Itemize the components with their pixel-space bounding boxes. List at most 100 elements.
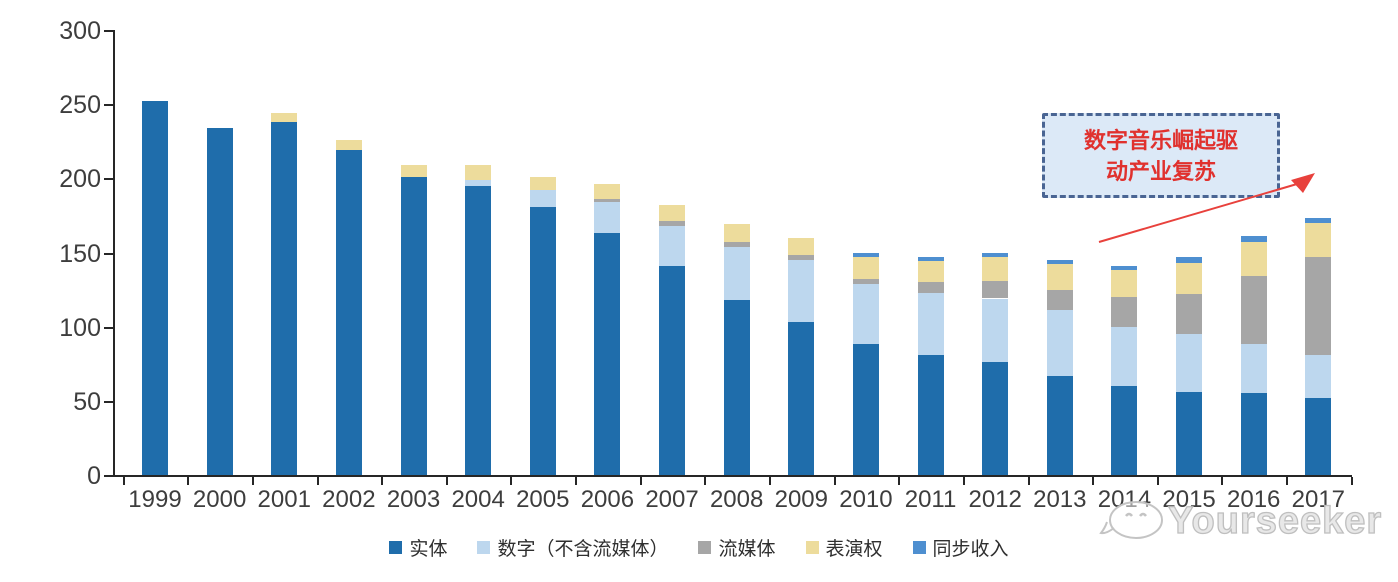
bar-segment	[1046, 259, 1073, 265]
x-axis-tick	[575, 477, 578, 485]
bar-2012	[982, 252, 1009, 475]
x-axis-tick	[962, 477, 965, 485]
y-axis-tick-label: 0	[87, 462, 101, 490]
bar-2016	[1240, 236, 1267, 475]
bar-2015	[1176, 256, 1203, 475]
bar-segment	[1305, 354, 1332, 398]
legend-swatch-icon	[805, 541, 819, 554]
bar-2009	[788, 237, 815, 475]
y-axis-tick-label: 50	[73, 387, 101, 416]
legend-item: 实体	[389, 534, 447, 561]
bar-segment	[1240, 236, 1267, 243]
y-axis-tick-label: 250	[59, 91, 101, 120]
bar-2017	[1305, 218, 1332, 475]
bar-segment	[335, 150, 362, 475]
x-axis-tick	[122, 477, 125, 485]
x-axis-year-label: 2015	[1162, 486, 1216, 513]
bar-2001	[271, 113, 298, 475]
y-axis-tick-label: 300	[59, 17, 101, 45]
legend-label: 表演权	[825, 539, 883, 560]
x-axis-year-label: 2000	[192, 486, 247, 513]
x-axis-year-label: 2006	[580, 486, 635, 513]
bar-segment	[1176, 391, 1203, 475]
bar-segment	[659, 265, 686, 475]
bar-segment	[723, 242, 750, 247]
bar-segment	[1176, 256, 1203, 263]
x-axis-tick	[1221, 477, 1224, 485]
legend-label: 实体	[409, 539, 448, 560]
x-axis-tick	[1027, 477, 1030, 485]
bar-segment	[1111, 270, 1138, 297]
bar-segment	[723, 299, 750, 475]
bar-2005	[529, 176, 556, 475]
x-axis-tick	[1156, 477, 1159, 485]
bar-segment	[465, 179, 492, 186]
legend-item: 表演权	[805, 534, 883, 561]
legend-swatch-icon	[477, 541, 491, 554]
bar-segment	[917, 282, 944, 293]
x-axis-year-label: 2010	[839, 486, 893, 513]
y-axis-tick	[104, 252, 113, 255]
legend-label: 数字（不含流媒体）	[497, 539, 669, 560]
bar-segment	[529, 206, 556, 475]
bar-segment	[982, 280, 1009, 299]
x-axis-line	[112, 475, 1352, 477]
bar-segment	[1046, 310, 1073, 376]
x-axis-year-label: 2011	[904, 486, 957, 513]
x-axis-year-label: 2007	[645, 486, 699, 513]
bar-segment	[1111, 326, 1138, 386]
x-axis-year-label: 2013	[1033, 486, 1087, 513]
x-axis-tick	[704, 477, 707, 485]
bar-2008	[723, 224, 750, 475]
bar-2000	[206, 127, 233, 475]
bar-segment	[400, 176, 427, 475]
y-axis-tick	[104, 178, 113, 181]
bar-2010	[852, 252, 879, 475]
bar-2002	[335, 139, 362, 475]
bar-segment	[206, 127, 233, 475]
bar-segment	[1305, 222, 1332, 257]
x-axis-tick	[1350, 477, 1353, 485]
bar-segment	[917, 256, 944, 262]
annotation-text-line2: 动产业复苏	[1105, 158, 1216, 184]
x-axis-year-label: 1999	[128, 486, 182, 513]
x-axis-tick	[833, 477, 836, 485]
bar-segment	[1305, 256, 1332, 355]
annotation-text-line1: 数字音乐崛起驱	[1083, 127, 1238, 153]
bar-segment	[594, 199, 621, 203]
bar-segment	[982, 298, 1009, 363]
bar-segment	[1240, 276, 1267, 345]
bar-segment	[142, 101, 168, 475]
x-axis-tick	[1092, 477, 1095, 485]
x-axis-year-label: 2003	[386, 486, 441, 513]
annotation-box: 数字音乐崛起驱 动产业复苏	[1042, 113, 1280, 198]
bar-segment	[852, 279, 879, 284]
bar-segment	[917, 292, 944, 355]
bar-segment	[594, 202, 621, 234]
bar-segment	[1111, 265, 1138, 271]
x-axis-tick	[768, 477, 771, 485]
bar-segment	[659, 221, 686, 226]
bar-segment	[529, 190, 556, 207]
y-axis-tick	[104, 475, 113, 477]
bar-2006	[594, 184, 621, 475]
bar-segment	[594, 184, 621, 200]
bar-2004	[465, 164, 492, 475]
legend-label: 流媒体	[718, 539, 776, 560]
bar-segment	[788, 322, 815, 475]
legend-item: 同步收入	[912, 534, 1009, 561]
bar-segment	[659, 205, 686, 222]
y-axis-tick	[104, 104, 113, 107]
legend-swatch-icon	[389, 541, 403, 554]
bar-segment	[1176, 294, 1203, 335]
bar-segment	[723, 246, 750, 300]
bar-segment	[1111, 297, 1138, 327]
bar-segment	[1176, 334, 1203, 392]
x-axis-tick	[1286, 477, 1289, 485]
x-axis-year-label: 2005	[516, 486, 570, 513]
x-axis-year-label: 2002	[322, 486, 376, 513]
x-axis-year-label: 2009	[774, 486, 828, 513]
x-axis-year-label: 2016	[1227, 486, 1281, 513]
bar-segment	[852, 252, 879, 257]
